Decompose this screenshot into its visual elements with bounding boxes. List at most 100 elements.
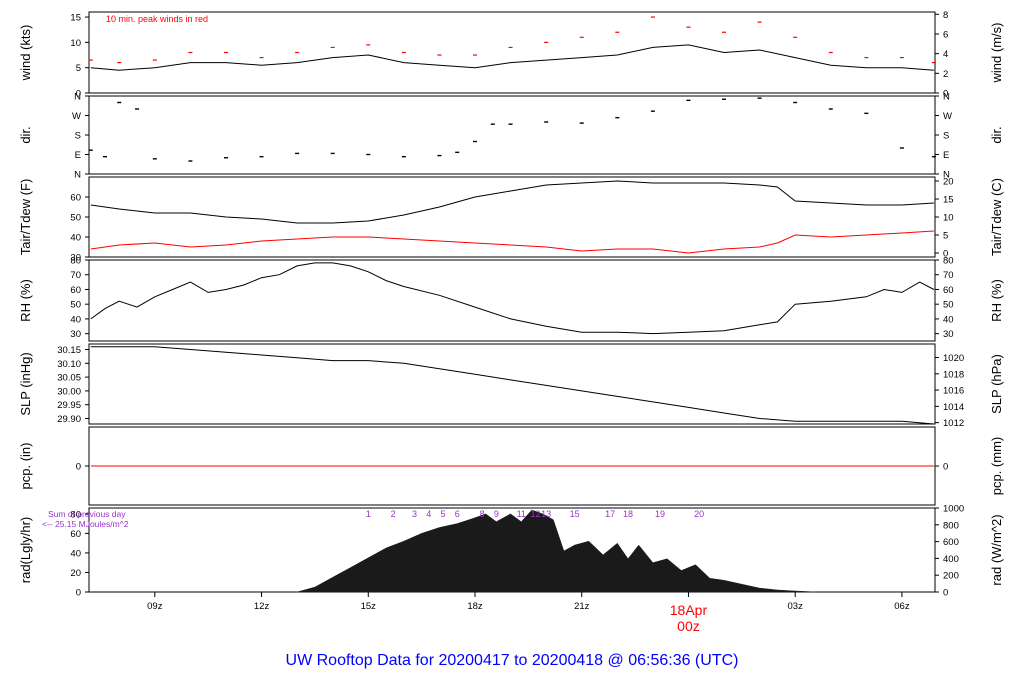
slp-ytick-label-right: 1020 <box>943 353 964 364</box>
wind-ylabel-left: wind (kts) <box>18 25 33 82</box>
radiation-hour-label: 9 <box>494 509 499 519</box>
slp-ylabel-left: SLP (inHg) <box>18 352 33 415</box>
dir-ytick-label-right: N <box>943 92 950 103</box>
slp-ytick-label-left: 29.95 <box>57 400 81 411</box>
rad-ytick-label-left: 20 <box>70 568 81 579</box>
rad-ytick-label-left: 40 <box>70 548 81 559</box>
dir-ylabel-left: dir. <box>18 126 33 143</box>
radiation-hour-label: 20 <box>694 509 704 519</box>
temp-series-line <box>90 180 934 224</box>
rh-ytick-label-left: 60 <box>70 285 81 296</box>
temp-ytick-label-left: 40 <box>70 233 81 244</box>
wind-ytick-label-right: 4 <box>943 49 948 60</box>
slp-frame <box>88 343 936 425</box>
temp-ytick-label-left: 30 <box>70 253 81 264</box>
radiation-hour-label: 19 <box>655 509 665 519</box>
radiation-hour-label: 6 <box>455 509 460 519</box>
slp-ytick-label-left: 30.15 <box>57 345 81 356</box>
rad-ytick-label-right: 200 <box>943 571 959 582</box>
dir-ytick-label-left: S <box>75 131 81 142</box>
panel-wind: 0 5 10 15 0 2 4 6 8 wind (kts) wind (m/s) 10 min. p… <box>18 10 1004 100</box>
panel-pcp: 0 0 pcp. (in) pcp. (mm) <box>18 426 1004 506</box>
rh-ytick-label-left: 40 <box>70 314 81 325</box>
wind-ytick-label-right: 6 <box>943 29 948 40</box>
pcp-ylabel-left: pcp. (in) <box>18 443 33 490</box>
radiation-hour-label: 2 <box>391 509 396 519</box>
radiation-hour-label: 12 <box>530 509 540 519</box>
dir-ytick-label-right: E <box>943 150 949 161</box>
radiation-hour-label: 1 <box>366 509 371 519</box>
rh-ytick-label-right: 40 <box>943 314 954 325</box>
radiation-area <box>297 509 817 593</box>
radiation-hour-label: 11 <box>517 509 526 519</box>
rh-ytick-label-right: 60 <box>943 285 954 296</box>
rad-ytick-label-right: 1000 <box>943 504 964 515</box>
dir-ytick-label-right: N <box>943 170 950 181</box>
panel-temp: 30 40 50 60 0 5 10 15 20 Tair/Tdew (F) Tair/Tdew (… <box>18 176 1004 264</box>
slp-ytick-label-left: 30.00 <box>57 386 81 397</box>
temp-series-line <box>90 230 934 254</box>
wind-annotation: 10 min. peak winds in red <box>106 14 208 24</box>
x-date-label: 18Apr <box>670 602 708 618</box>
radiation-sum-annotation: <-- 25.15 MJoules/m^2 <box>42 519 129 529</box>
x-tick-label: 18z <box>467 601 483 612</box>
slp-ytick-label-right: 1014 <box>943 402 964 413</box>
slp-ytick-label-right: 1012 <box>943 418 964 429</box>
rh-ytick-label-left: 30 <box>70 329 81 340</box>
pcp-ytick-label-right: 0 <box>943 462 948 473</box>
wind-ytick-label-left: 15 <box>70 13 81 24</box>
rad-ytick-label-right: 0 <box>943 588 948 599</box>
slp-ytick-label-left: 29.90 <box>57 414 81 425</box>
x-tick-label: 09z <box>147 601 163 612</box>
x-tick-label: 21z <box>574 601 590 612</box>
temp-ylabel-left: Tair/Tdew (F) <box>18 179 33 256</box>
radiation-hour-label: 4 <box>426 509 431 519</box>
wind-ylabel-right: wind (m/s) <box>989 23 1004 84</box>
dir-ytick-label-left: W <box>72 111 81 122</box>
radiation-hour-label: 18 <box>623 509 633 519</box>
x-date-time-label: 00z <box>677 618 700 634</box>
wind-ytick-label-right: 8 <box>943 10 948 21</box>
dir-ytick-label-left: N <box>74 170 81 181</box>
wind-ytick-label-right: 0 <box>943 89 948 100</box>
pcp-ylabel-right: pcp. (mm) <box>989 437 1004 496</box>
x-tick-label: 12z <box>254 601 270 612</box>
pcp-ytick-label-left: 0 <box>76 462 81 473</box>
rh-ytick-label-right: 30 <box>943 329 954 340</box>
panel-slp: 29.90 29.95 30.00 30.05 30.10 30.15 1012 1014 10… <box>18 343 1004 429</box>
rad-ylabel-right: rad (W/m^2) <box>989 514 1004 585</box>
wind-ytick-label-right: 2 <box>943 69 948 80</box>
slp-ytick-label-left: 30.05 <box>57 373 81 384</box>
rh-ytick-label-right: 70 <box>943 270 954 281</box>
dir-frame <box>88 95 936 175</box>
slp-ylabel-right: SLP (hPa) <box>989 354 1004 414</box>
rh-ytick-label-left: 50 <box>70 300 81 311</box>
rad-ytick-label-left: 0 <box>76 588 81 599</box>
dir-ytick-label-right: S <box>943 131 949 142</box>
rh-ytick-label-right: 50 <box>943 300 954 311</box>
x-tick-label: 03z <box>788 601 804 612</box>
slp-ytick-label-left: 30.10 <box>57 359 81 370</box>
temp-ytick-label-left: 60 <box>70 193 81 204</box>
rad-ytick-label-left: 80 <box>70 509 81 520</box>
wind-frame <box>88 11 936 94</box>
rad-ytick-label-right: 400 <box>943 554 959 565</box>
radiation-hour-label: 15 <box>570 509 580 519</box>
temp-ylabel-right: Tair/Tdew (C) <box>989 178 1004 256</box>
wind-ytick-label-left: 5 <box>76 63 81 74</box>
dir-ytick-label-left: E <box>75 150 81 161</box>
x-tick-label: 06z <box>894 601 910 612</box>
temp-ytick-label-right: 5 <box>943 231 948 242</box>
rad-ytick-label-right: 600 <box>943 537 959 548</box>
rad-ytick-label-left: 60 <box>70 529 81 540</box>
dir-ytick-label-left: N <box>74 92 81 103</box>
radiation-hour-label: 17 <box>605 509 615 519</box>
temp-ytick-label-right: 15 <box>943 195 954 206</box>
slp-ytick-label-right: 1016 <box>943 386 964 397</box>
wind-ytick-label-left: 0 <box>76 89 81 100</box>
radiation-hour-label: 5 <box>440 509 445 519</box>
